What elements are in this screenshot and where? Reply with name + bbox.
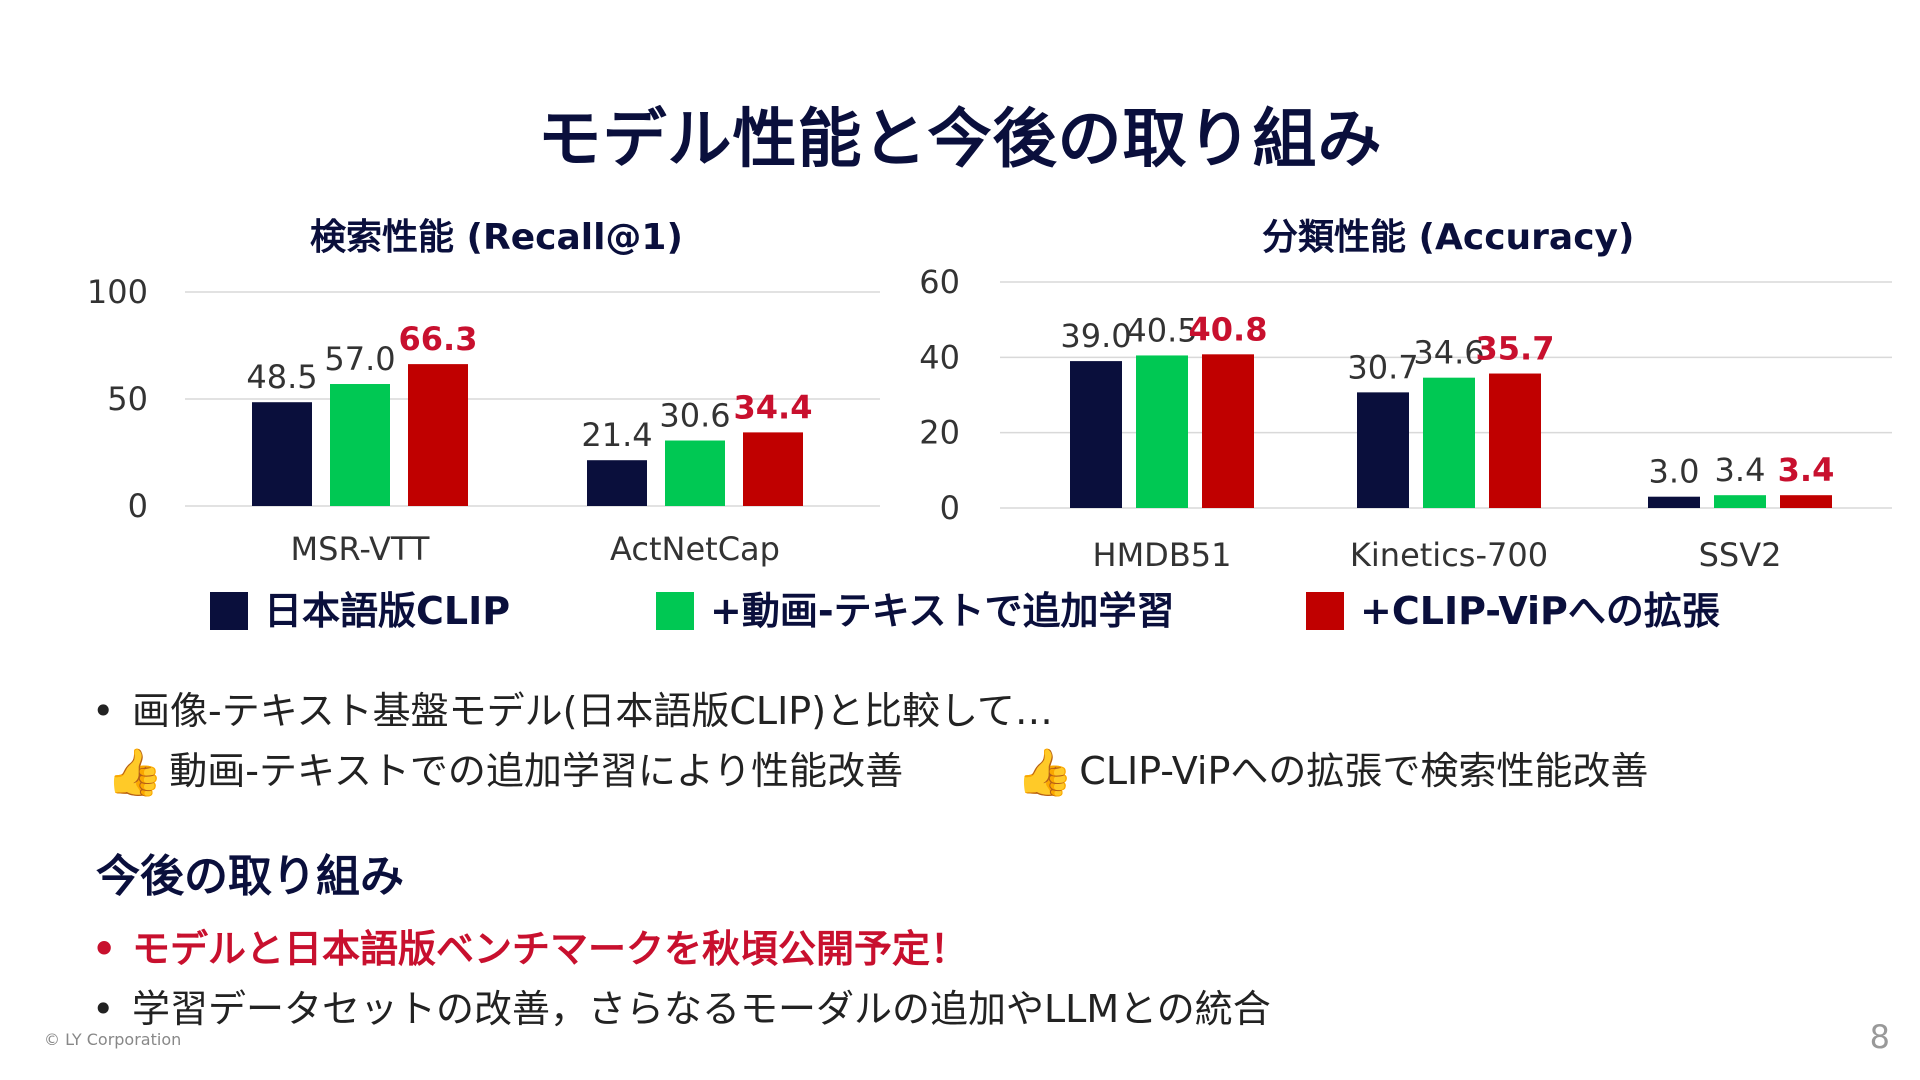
bullet: • — [92, 987, 115, 1031]
future-item-text: モデルと日本語版ベンチマークを秋頃公開予定！ — [132, 927, 969, 971]
legend-item-2: +CLIP-ViPへの拡張 — [1306, 580, 1720, 635]
bar — [408, 364, 468, 506]
legend-swatch — [210, 592, 248, 630]
legend-label: +動画-テキストで追加学習 — [710, 589, 1175, 633]
bullet: • — [92, 689, 115, 733]
category-label: MSR-VTT — [291, 530, 430, 568]
copyright-footer: © LY Corporation — [44, 1030, 182, 1049]
bar — [1780, 495, 1832, 508]
classification-chart-title: 分類性能 (Accuracy) — [1262, 217, 1635, 258]
comparison-point-text: 動画-テキストでの追加学習により性能改善 — [169, 749, 904, 793]
comparison-point-2: 👍 CLIP-ViPへの拡張で検索性能改善 — [1016, 740, 1648, 800]
y-tick-label: 60 — [919, 263, 960, 301]
y-tick-label: 40 — [919, 338, 960, 376]
data-label: 35.7 — [1476, 330, 1555, 368]
data-label: 34.4 — [734, 388, 813, 426]
category-label: ActNetCap — [610, 530, 780, 568]
bar — [1423, 377, 1475, 508]
y-tick-label: 100 — [87, 273, 148, 311]
bar — [587, 460, 647, 506]
bar — [252, 402, 312, 506]
data-label: 40.8 — [1189, 310, 1268, 348]
retrieval-chart-title: 検索性能 (Recall@1) — [310, 217, 683, 258]
category-label: HMDB51 — [1093, 536, 1232, 574]
future-item-2: • 学習データセットの改善，さらなるモーダルの追加やLLMとの統合 — [92, 978, 1271, 1033]
bar — [1357, 392, 1409, 508]
comparison-intro-text: 画像-テキスト基盤モデル(日本語版CLIP)と比較して… — [132, 689, 1053, 733]
legend-item-0: 日本語版CLIP — [210, 580, 510, 635]
bar — [743, 432, 803, 506]
data-label: 3.0 — [1649, 453, 1700, 491]
comparison-intro: • 画像-テキスト基盤モデル(日本語版CLIP)と比較して… — [92, 680, 1053, 735]
bar — [1136, 355, 1188, 508]
bar — [1489, 373, 1541, 508]
legend-label: 日本語版CLIP — [264, 589, 511, 633]
future-item-1: • モデルと日本語版ベンチマークを秋頃公開予定！ — [92, 918, 968, 973]
bar — [665, 440, 725, 506]
bar — [1648, 496, 1700, 508]
comparison-point-1: 👍 動画-テキストでの追加学習により性能改善 — [106, 740, 903, 800]
page-number: 8 — [1869, 1018, 1890, 1056]
data-label: 66.3 — [399, 320, 478, 358]
thumbs-up-icon: 👍 — [1016, 745, 1074, 799]
classification-chart: 0 20 40 60 39.040.540.8 HMDB51 30.734.635.7 Kin… — [919, 263, 1892, 574]
bar — [1714, 495, 1766, 508]
data-label: 48.5 — [246, 358, 317, 396]
data-label: 3.4 — [1715, 451, 1766, 489]
bar — [1070, 361, 1122, 508]
legend-item-1: +動画-テキストで追加学習 — [656, 580, 1174, 635]
y-tick-label: 50 — [107, 380, 148, 418]
data-label: 40.5 — [1126, 311, 1197, 349]
data-label: 30.6 — [659, 397, 730, 435]
legend-swatch — [1306, 592, 1344, 630]
retrieval-chart: 0 50 100 48.5 57.066.3 MSR-VTT 21.430.6 34.4 Act… — [87, 273, 880, 568]
data-label: 30.7 — [1347, 348, 1418, 386]
y-tick-label: 0 — [128, 487, 148, 525]
data-label: 57.0 — [324, 340, 395, 378]
bar — [330, 384, 390, 506]
thumbs-up-icon: 👍 — [106, 745, 164, 799]
comparison-point-text: CLIP-ViPへの拡張で検索性能改善 — [1079, 749, 1649, 793]
category-label: Kinetics-700 — [1350, 536, 1548, 574]
data-label: 3.4 — [1778, 451, 1835, 489]
y-tick-label: 0 — [940, 489, 960, 527]
legend-label: +CLIP-ViPへの拡張 — [1360, 589, 1720, 633]
data-label: 39.0 — [1060, 317, 1131, 355]
legend-swatch — [656, 592, 694, 630]
bullet: • — [92, 927, 117, 971]
future-item-text: 学習データセットの改善，さらなるモーダルの追加やLLMとの統合 — [132, 987, 1271, 1031]
future-work-title: 今後の取り組み — [96, 851, 404, 902]
slide-title: モデル性能と今後の取り組み — [537, 103, 1383, 177]
data-label: 34.6 — [1413, 334, 1484, 372]
category-label: SSV2 — [1699, 536, 1782, 574]
bar — [1202, 354, 1254, 508]
y-tick-label: 20 — [919, 414, 960, 452]
data-label: 21.4 — [581, 416, 652, 454]
